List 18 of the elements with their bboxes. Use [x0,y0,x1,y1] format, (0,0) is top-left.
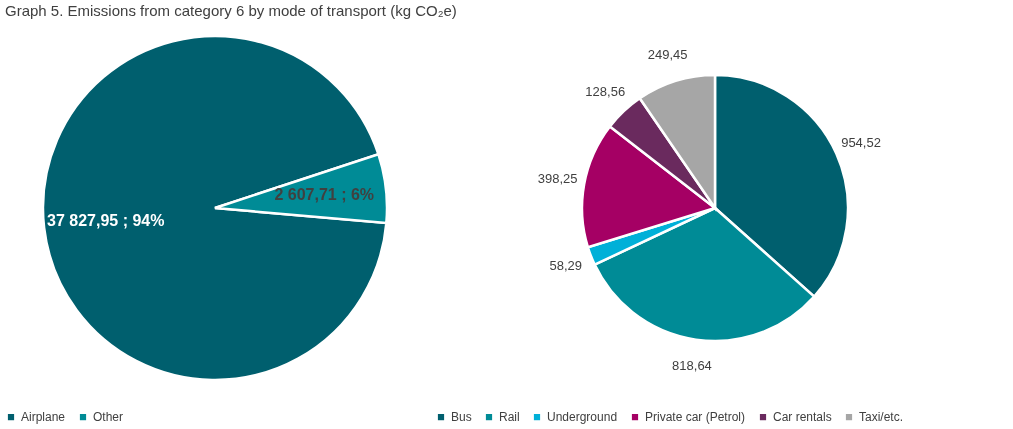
data-label: 818,64 [672,358,712,374]
legend-label: Bus [451,410,472,425]
pie-slice [41,34,388,382]
legend-label: Rail [499,410,520,425]
data-label: 954,52 [841,134,881,150]
chart-title: Graph 5. Emissions from category 6 by mode of transport (kg CO₂e) [5,2,457,19]
data-label: 128,56 [585,83,626,99]
data-label: 398,25 [537,171,578,187]
legend-label: Airplane [21,410,66,425]
legend-label: Taxi/etc. [859,410,904,425]
data-label: 37 827,95 ; 94% [47,211,165,229]
legend-label: Underground [547,410,618,425]
data-label: 58,29 [549,257,583,273]
legend-label: Car rentals [773,410,832,425]
legend-label: Other [93,410,124,425]
data-label: 2 607,71 ; 6% [274,186,375,204]
legend-label: Private car (Petrol) [645,410,746,425]
data-label: 249,45 [647,47,688,63]
